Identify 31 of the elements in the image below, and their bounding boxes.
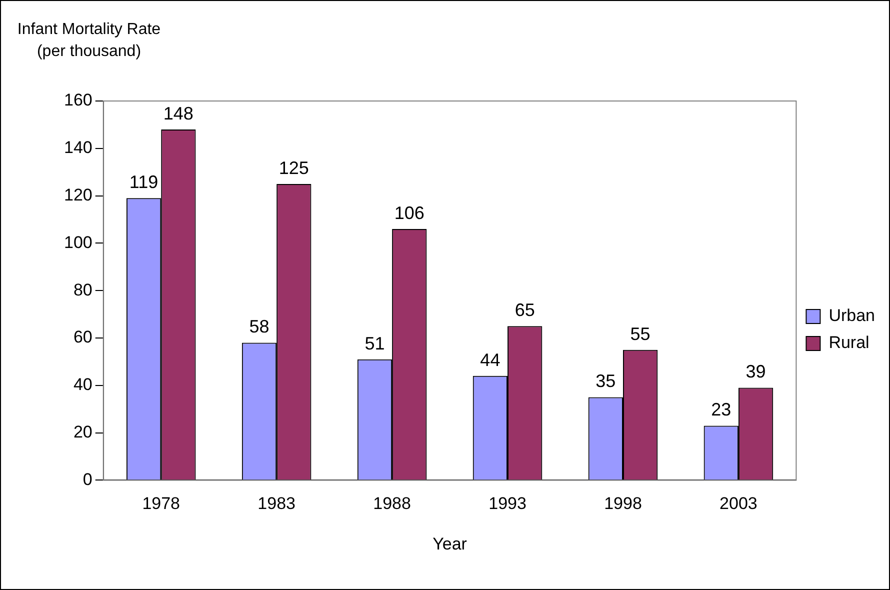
- data-label: 148: [163, 103, 194, 124]
- data-label: 125: [278, 158, 309, 178]
- data-label: 23: [711, 400, 732, 420]
- legend-label: Urban: [828, 306, 876, 326]
- y-tick-label: 0: [82, 470, 92, 489]
- data-label: 44: [480, 350, 500, 370]
- y-tick-label: 100: [64, 232, 92, 252]
- data-label: 39: [746, 362, 766, 382]
- x-tick-label: 1998: [604, 494, 642, 514]
- x-tick-label: 1993: [488, 494, 526, 514]
- data-label: 106: [394, 202, 424, 223]
- legend-label: Rural: [828, 333, 870, 352]
- y-tick-label: 60: [73, 328, 92, 347]
- y-tick-label: 80: [73, 280, 92, 300]
- x-tick-label: 1978: [142, 494, 180, 514]
- x-tick-label: 1983: [258, 494, 296, 514]
- y-tick-label: 160: [64, 90, 92, 110]
- y-tick-label: 140: [64, 138, 92, 158]
- y-axis-title: Infant Mortality Rate (per thousand): [16, 20, 162, 62]
- y-tick-label: 120: [64, 185, 92, 204]
- y-tick-label: 40: [73, 375, 92, 394]
- data-label: 35: [596, 371, 616, 392]
- data-label: 58: [249, 316, 270, 337]
- data-label: 119: [129, 172, 158, 192]
- x-tick-label: 1988: [373, 494, 411, 514]
- x-axis-title: Year: [432, 534, 468, 554]
- y-tick-label: 20: [73, 422, 92, 442]
- data-label: 55: [630, 324, 650, 344]
- data-label: 51: [364, 333, 385, 354]
- x-tick-label: 2003: [720, 494, 758, 514]
- data-label: 65: [514, 300, 535, 320]
